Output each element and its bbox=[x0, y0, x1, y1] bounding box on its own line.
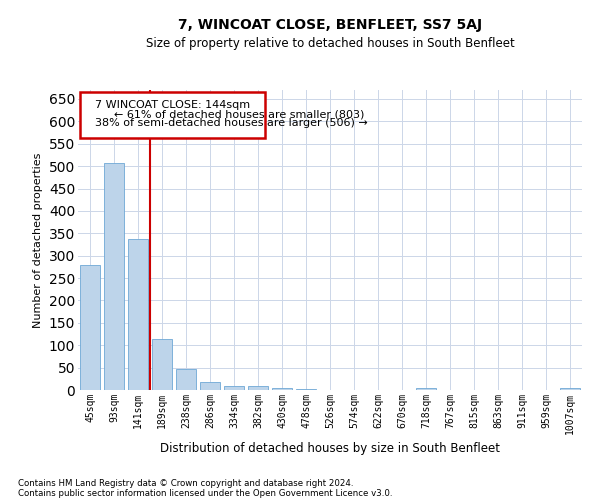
Text: 7 WINCOAT CLOSE: 144sqm: 7 WINCOAT CLOSE: 144sqm bbox=[95, 100, 250, 110]
Text: 7, WINCOAT CLOSE, BENFLEET, SS7 5AJ: 7, WINCOAT CLOSE, BENFLEET, SS7 5AJ bbox=[178, 18, 482, 32]
Bar bbox=[128, 238, 148, 390]
Bar bbox=[80, 264, 100, 390]
Bar bbox=[104, 163, 124, 390]
X-axis label: Distribution of detached houses by size in South Benfleet: Distribution of detached houses by size … bbox=[160, 442, 500, 455]
Text: ← 61% of detached houses are smaller (803): ← 61% of detached houses are smaller (80… bbox=[114, 110, 364, 120]
Bar bbox=[272, 388, 292, 390]
Bar bbox=[248, 386, 268, 390]
Bar bbox=[224, 386, 244, 390]
Text: Contains public sector information licensed under the Open Government Licence v3: Contains public sector information licen… bbox=[18, 488, 392, 498]
Bar bbox=[200, 382, 220, 390]
Text: Contains HM Land Registry data © Crown copyright and database right 2024.: Contains HM Land Registry data © Crown c… bbox=[18, 478, 353, 488]
FancyBboxPatch shape bbox=[80, 92, 265, 138]
Bar bbox=[416, 388, 436, 390]
Bar bbox=[296, 389, 316, 390]
Text: Size of property relative to detached houses in South Benfleet: Size of property relative to detached ho… bbox=[146, 38, 514, 51]
Bar bbox=[560, 388, 580, 390]
Bar bbox=[152, 338, 172, 390]
Y-axis label: Number of detached properties: Number of detached properties bbox=[33, 152, 43, 328]
Text: 38% of semi-detached houses are larger (506) →: 38% of semi-detached houses are larger (… bbox=[95, 118, 368, 128]
Bar bbox=[176, 370, 196, 390]
